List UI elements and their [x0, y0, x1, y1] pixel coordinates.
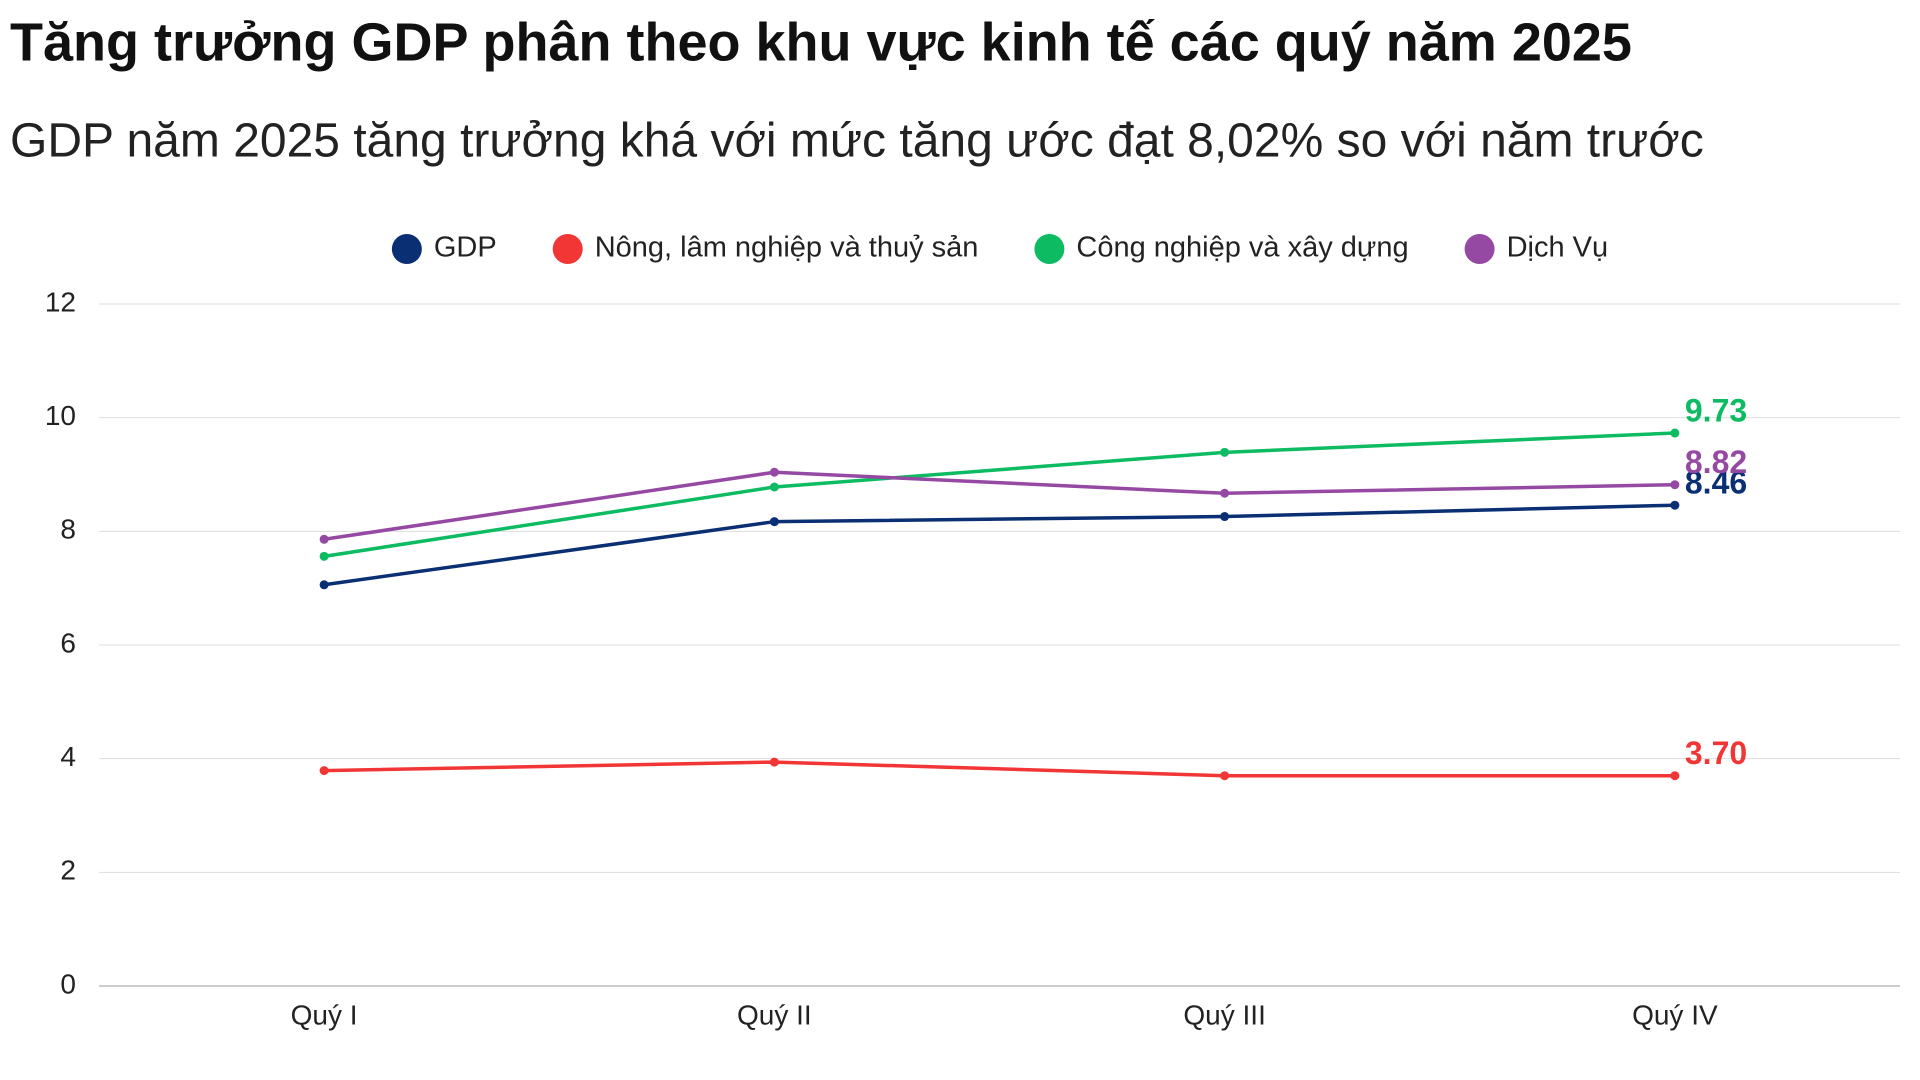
legend-marker	[1464, 234, 1495, 264]
series-line	[324, 760, 1675, 778]
data-label: 9.73	[1685, 392, 1747, 428]
data-point	[1220, 512, 1230, 522]
y-tick-label: 2	[60, 855, 76, 886]
data-point	[319, 534, 329, 544]
data-point	[769, 517, 779, 527]
y-tick-label: 12	[45, 286, 76, 317]
x-tick-label: Quý IV	[1632, 999, 1718, 1030]
legend-label: Nông, lâm nghiệp và thuỷ sản	[595, 232, 979, 264]
data-point	[319, 580, 329, 590]
data-point	[1220, 771, 1230, 781]
legend-label: Dịch Vụ	[1507, 232, 1609, 264]
legend-label: Công nghiệp và xây dựng	[1076, 232, 1408, 264]
x-tick-label: Quý II	[737, 999, 812, 1030]
data-point	[319, 551, 329, 561]
chart-subtitle: GDP năm 2025 tăng trưởng khá với mức tăn…	[10, 115, 1704, 168]
data-point	[1220, 488, 1230, 498]
legend-marker	[391, 234, 422, 264]
data-point	[1670, 428, 1680, 438]
legend-marker	[552, 234, 583, 264]
data-point	[1220, 447, 1230, 457]
x-tick-label: Quý III	[1183, 999, 1265, 1030]
data-point	[1670, 771, 1680, 781]
legend-marker	[1034, 234, 1065, 264]
x-tick-label: Quý I	[291, 999, 358, 1030]
y-tick-label: 8	[60, 514, 76, 545]
legend-label: GDP	[434, 232, 497, 264]
data-label: 3.70	[1685, 735, 1747, 771]
y-tick-label: 0	[60, 968, 76, 999]
data-label: 8.82	[1685, 444, 1747, 480]
series-line	[323, 503, 1675, 587]
data-point	[319, 766, 329, 776]
data-point	[769, 482, 779, 492]
series-line	[323, 470, 1675, 542]
data-label: 8.46	[1685, 465, 1747, 501]
y-tick-label: 6	[60, 627, 76, 658]
data-point	[769, 757, 779, 767]
y-tick-label: 10	[45, 400, 76, 431]
y-tick-label: 4	[60, 741, 76, 772]
chart-title: Tăng trưởng GDP phân theo khu vực kinh t…	[10, 12, 1632, 72]
series-line	[323, 431, 1675, 559]
data-point	[769, 467, 779, 477]
data-point	[1670, 480, 1680, 490]
data-point	[1670, 500, 1680, 510]
